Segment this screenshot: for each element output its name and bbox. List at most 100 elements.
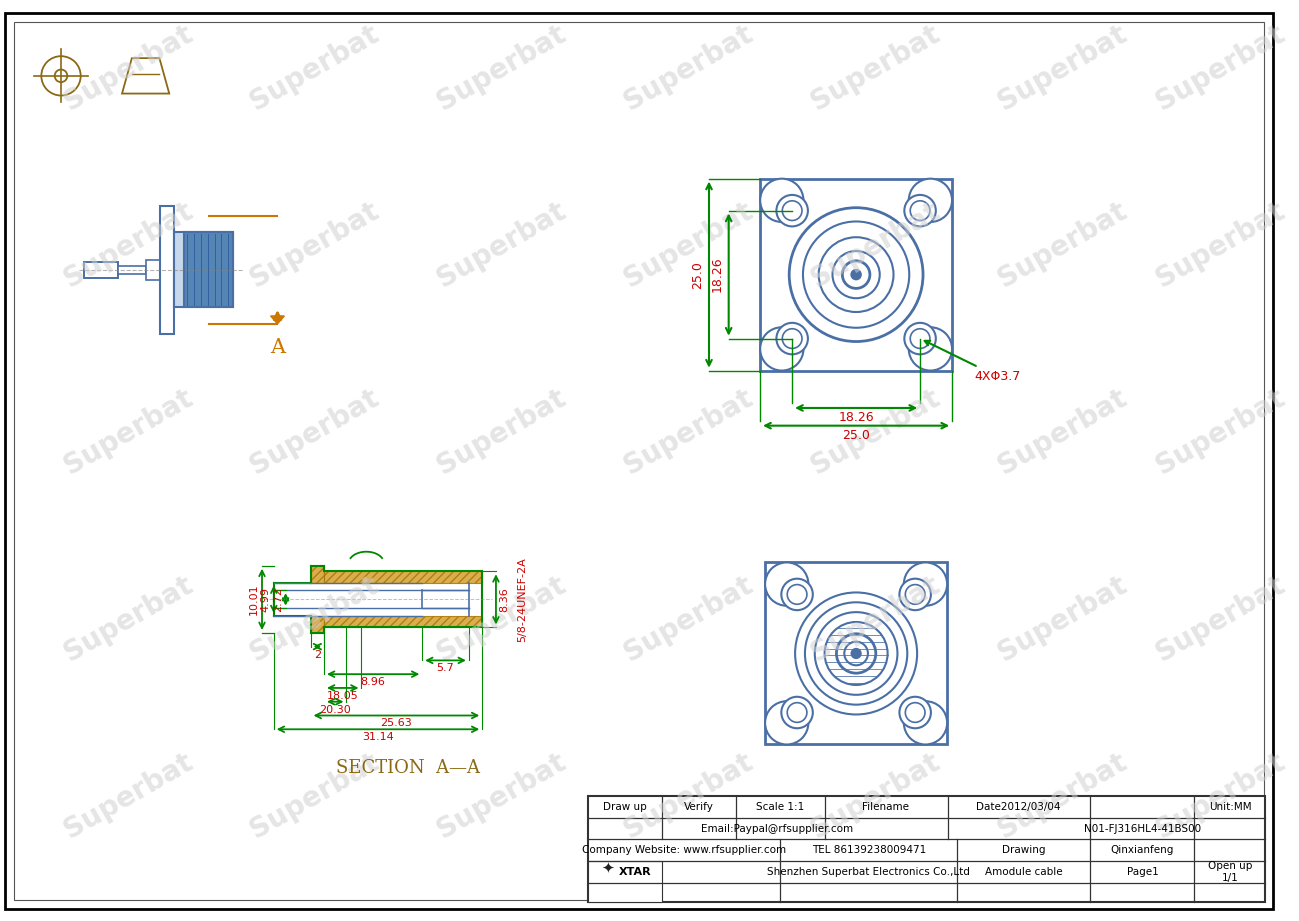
Text: Superbat: Superbat [246,20,385,116]
Text: N01-FJ316HL4-41BS00: N01-FJ316HL4-41BS00 [1083,823,1202,834]
Circle shape [777,323,808,355]
Polygon shape [323,616,482,627]
Text: Superbat: Superbat [994,748,1133,845]
Circle shape [760,327,804,370]
Circle shape [795,592,917,715]
Text: Superbat: Superbat [994,20,1133,116]
Text: Email:Paypal@rfsupplier.com: Email:Paypal@rfsupplier.com [701,823,853,834]
Text: Superbat: Superbat [58,571,197,667]
Circle shape [790,208,924,342]
Circle shape [851,270,861,280]
Text: Superbat: Superbat [433,20,572,116]
Text: Superbat: Superbat [994,571,1133,667]
Text: Superbat: Superbat [58,20,197,116]
Text: Superbat: Superbat [620,571,759,667]
Text: Amodule cable: Amodule cable [985,867,1063,877]
Text: Qinxianfeng: Qinxianfeng [1111,845,1174,856]
Text: 4XΦ3.7: 4XΦ3.7 [925,341,1021,383]
Text: 25.63: 25.63 [381,718,412,729]
Text: Superbat: Superbat [246,571,385,667]
Circle shape [777,195,808,227]
Text: Superbat: Superbat [433,571,572,667]
Circle shape [782,329,801,348]
Circle shape [781,697,813,729]
Text: 31.14: 31.14 [362,732,394,742]
Text: ✦: ✦ [601,860,614,876]
Text: Superbat: Superbat [1151,384,1290,480]
Text: 25.0: 25.0 [842,428,870,441]
Text: 4.99: 4.99 [261,587,271,612]
Text: 2.72: 2.72 [273,587,283,612]
Bar [160,205,174,333]
Text: Superbat: Superbat [1151,20,1290,116]
Circle shape [899,578,931,611]
Text: 5/8-24UNEF-2A: 5/8-24UNEF-2A [517,557,527,642]
Text: Superbat: Superbat [620,384,759,480]
Circle shape [837,634,876,673]
Polygon shape [310,565,323,583]
Text: Superbat: Superbat [246,197,385,293]
Bar [588,796,1265,903]
Text: Shenzhen Superbat Electronics Co.,Ltd: Shenzhen Superbat Electronics Co.,Ltd [768,867,970,877]
Text: Superbat: Superbat [58,384,197,480]
Text: Superbat: Superbat [807,748,946,845]
Text: Superbat: Superbat [994,384,1133,480]
Text: 25.0: 25.0 [691,261,704,288]
Text: SECTION  A—A: SECTION A—A [335,759,479,776]
Text: 5.7: 5.7 [436,663,455,673]
Text: Superbat: Superbat [433,384,572,480]
Circle shape [782,201,801,220]
Text: XTAR: XTAR [618,867,651,877]
Circle shape [904,323,935,355]
Text: A: A [270,338,284,356]
Text: Superbat: Superbat [994,197,1133,293]
Text: 10.01: 10.01 [249,584,259,615]
Circle shape [911,201,930,220]
Circle shape [805,602,907,705]
Circle shape [909,327,952,370]
Bar [184,232,234,307]
Circle shape [765,563,808,606]
Text: Filename: Filename [863,802,909,812]
Circle shape [842,261,870,288]
Text: Scale 1:1: Scale 1:1 [756,802,804,812]
Text: Superbat: Superbat [620,748,759,845]
Circle shape [781,578,813,611]
Circle shape [899,697,931,729]
Circle shape [904,195,935,227]
Circle shape [803,221,909,328]
Bar [760,179,952,370]
Text: 18.26: 18.26 [711,257,724,293]
Text: Superbat: Superbat [807,384,946,480]
Bar [588,861,662,903]
Text: Draw up: Draw up [603,802,647,812]
Polygon shape [323,571,482,583]
Circle shape [765,701,808,744]
Text: Superbat: Superbat [1151,197,1290,293]
Text: 8.36: 8.36 [499,587,509,612]
Polygon shape [310,616,323,633]
Circle shape [814,612,898,694]
Text: Superbat: Superbat [433,197,572,293]
Bar [145,260,160,280]
Text: Date2012/03/04: Date2012/03/04 [977,802,1061,812]
Circle shape [825,622,887,685]
Bar [765,563,947,744]
Text: 2: 2 [314,649,321,659]
Text: TEL 86139238009471: TEL 86139238009471 [812,845,926,856]
Text: Superbat: Superbat [620,197,759,293]
Circle shape [787,585,807,604]
Text: Unit:MM: Unit:MM [1209,802,1251,812]
Text: Page1: Page1 [1126,867,1159,877]
Circle shape [904,563,947,606]
Circle shape [787,703,807,722]
Text: Superbat: Superbat [807,20,946,116]
Circle shape [818,238,894,312]
Text: 20.30: 20.30 [320,705,351,715]
Circle shape [904,701,947,744]
Text: Superbat: Superbat [1151,748,1290,845]
Text: Superbat: Superbat [1151,571,1290,667]
Text: Verify: Verify [683,802,713,812]
Text: Superbat: Superbat [246,384,385,480]
Bar [174,232,234,307]
